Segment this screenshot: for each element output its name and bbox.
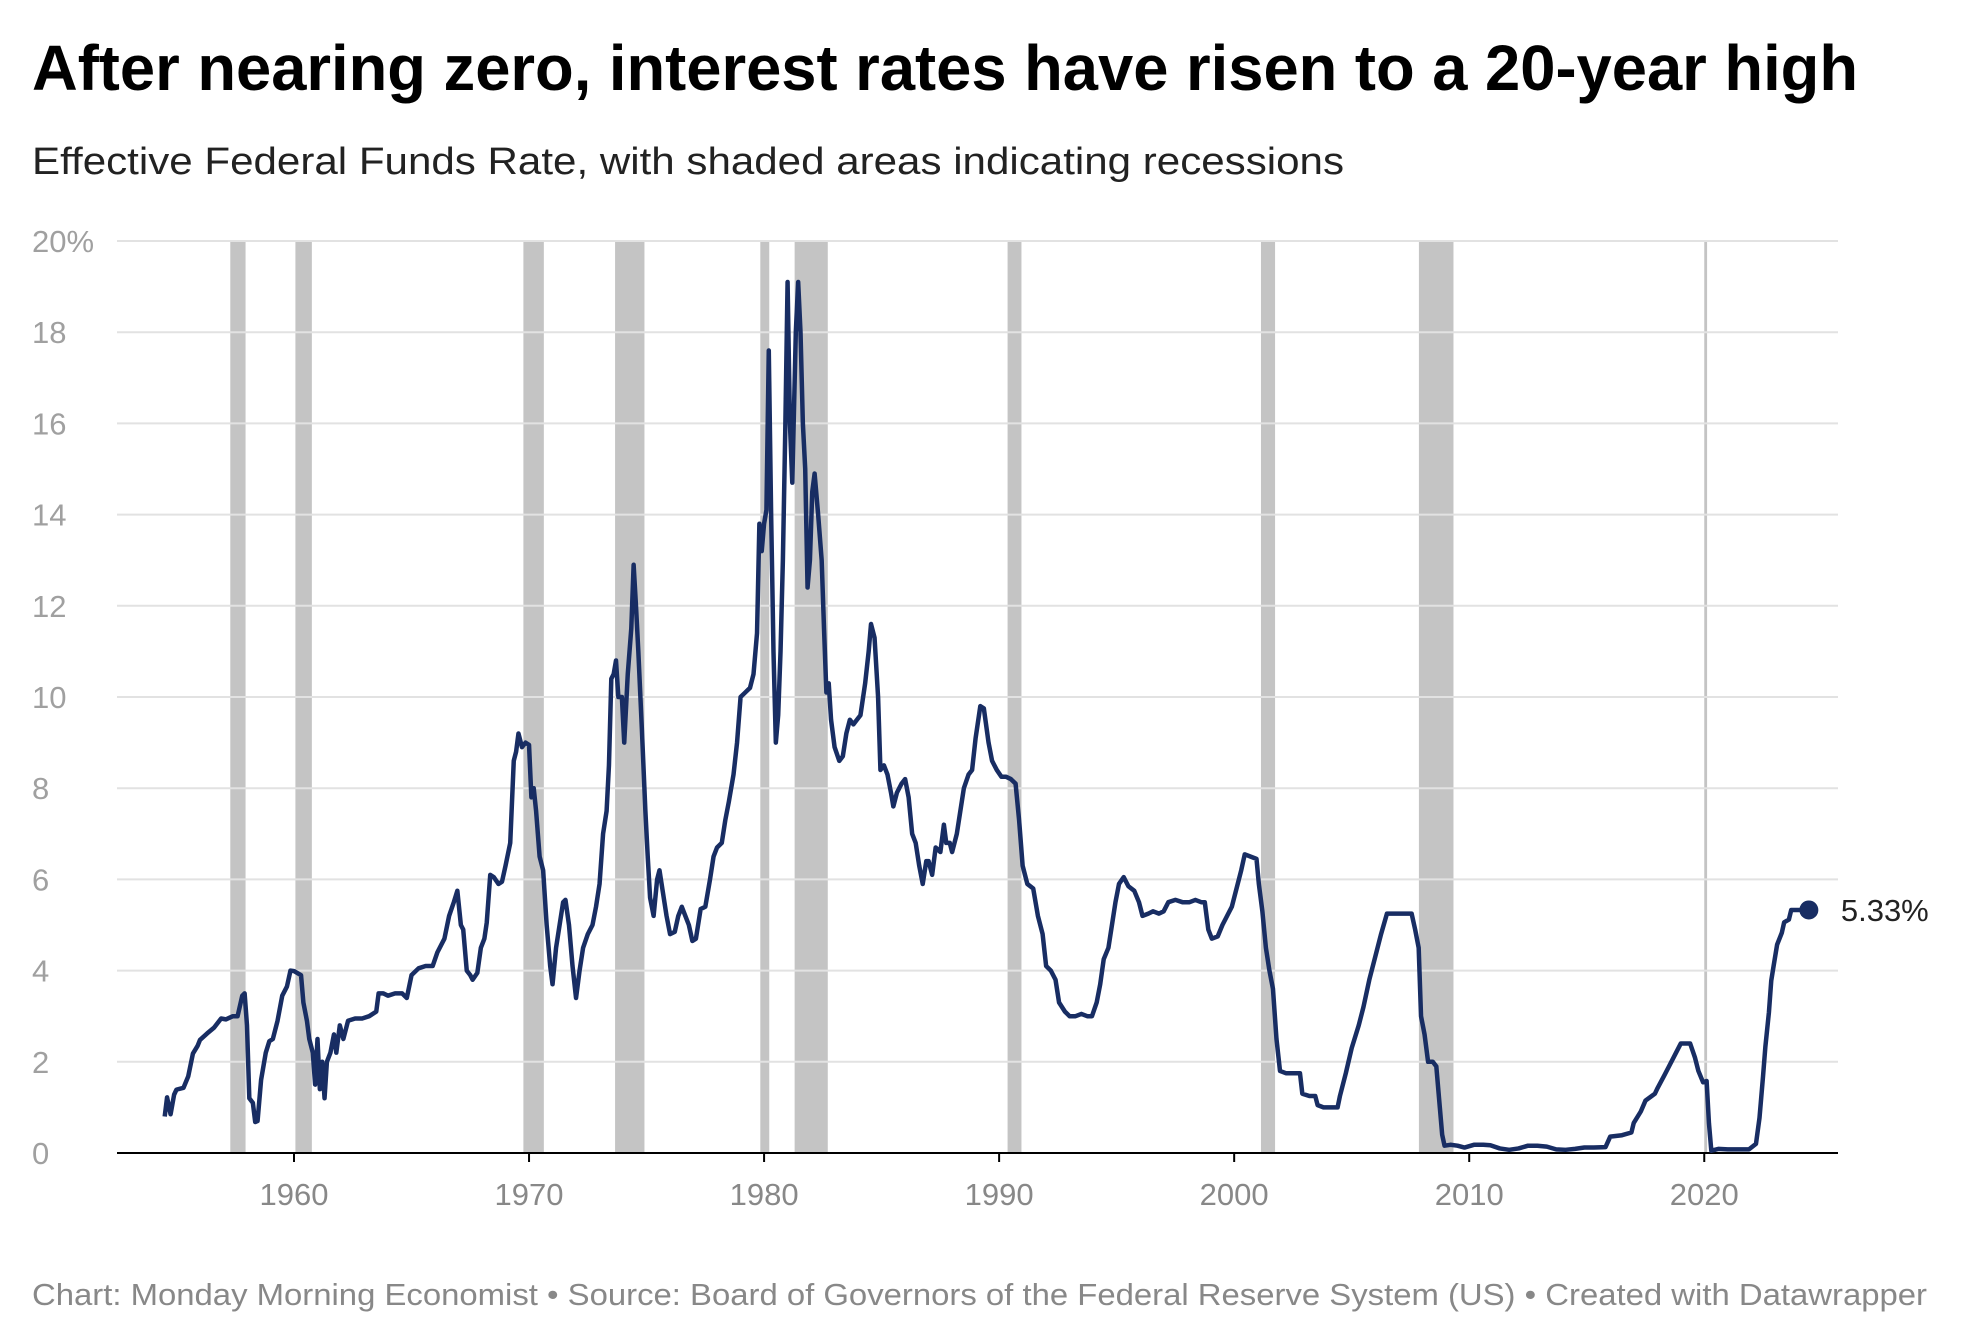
chart-subtitle: Effective Federal Funds Rate, with shade… (32, 141, 1344, 183)
x-tick-label: 1990 (965, 1177, 1034, 1212)
y-tick-label: 4 (32, 954, 49, 989)
y-tick-label: 14 (32, 498, 66, 533)
x-tick-label: 2010 (1435, 1177, 1504, 1212)
y-tick-label: 6 (32, 862, 49, 897)
chart-footer: Chart: Monday Morning Economist • Source… (32, 1277, 1927, 1312)
y-tick-label: 8 (32, 771, 49, 806)
x-tick-label: 1970 (495, 1177, 564, 1212)
end-label: 5.33% (1841, 893, 1929, 928)
x-tick-label: 1960 (260, 1177, 329, 1212)
y-tick-label: 10 (32, 680, 66, 715)
x-tick-label: 1980 (730, 1177, 799, 1212)
y-tick-label: 16 (32, 406, 66, 441)
y-tick-label: 2 (32, 1045, 49, 1080)
y-tick-label: 20% (32, 224, 94, 259)
chart-title: After nearing zero, interest rates have … (32, 32, 1858, 104)
y-tick-label: 0 (32, 1136, 49, 1171)
end-dot (1799, 900, 1819, 920)
y-tick-label: 12 (32, 589, 66, 624)
rate-line (162, 279, 1809, 1153)
x-tick-label: 2020 (1670, 1177, 1739, 1212)
x-tick-label: 2000 (1200, 1177, 1269, 1212)
y-tick-label: 18 (32, 315, 66, 350)
